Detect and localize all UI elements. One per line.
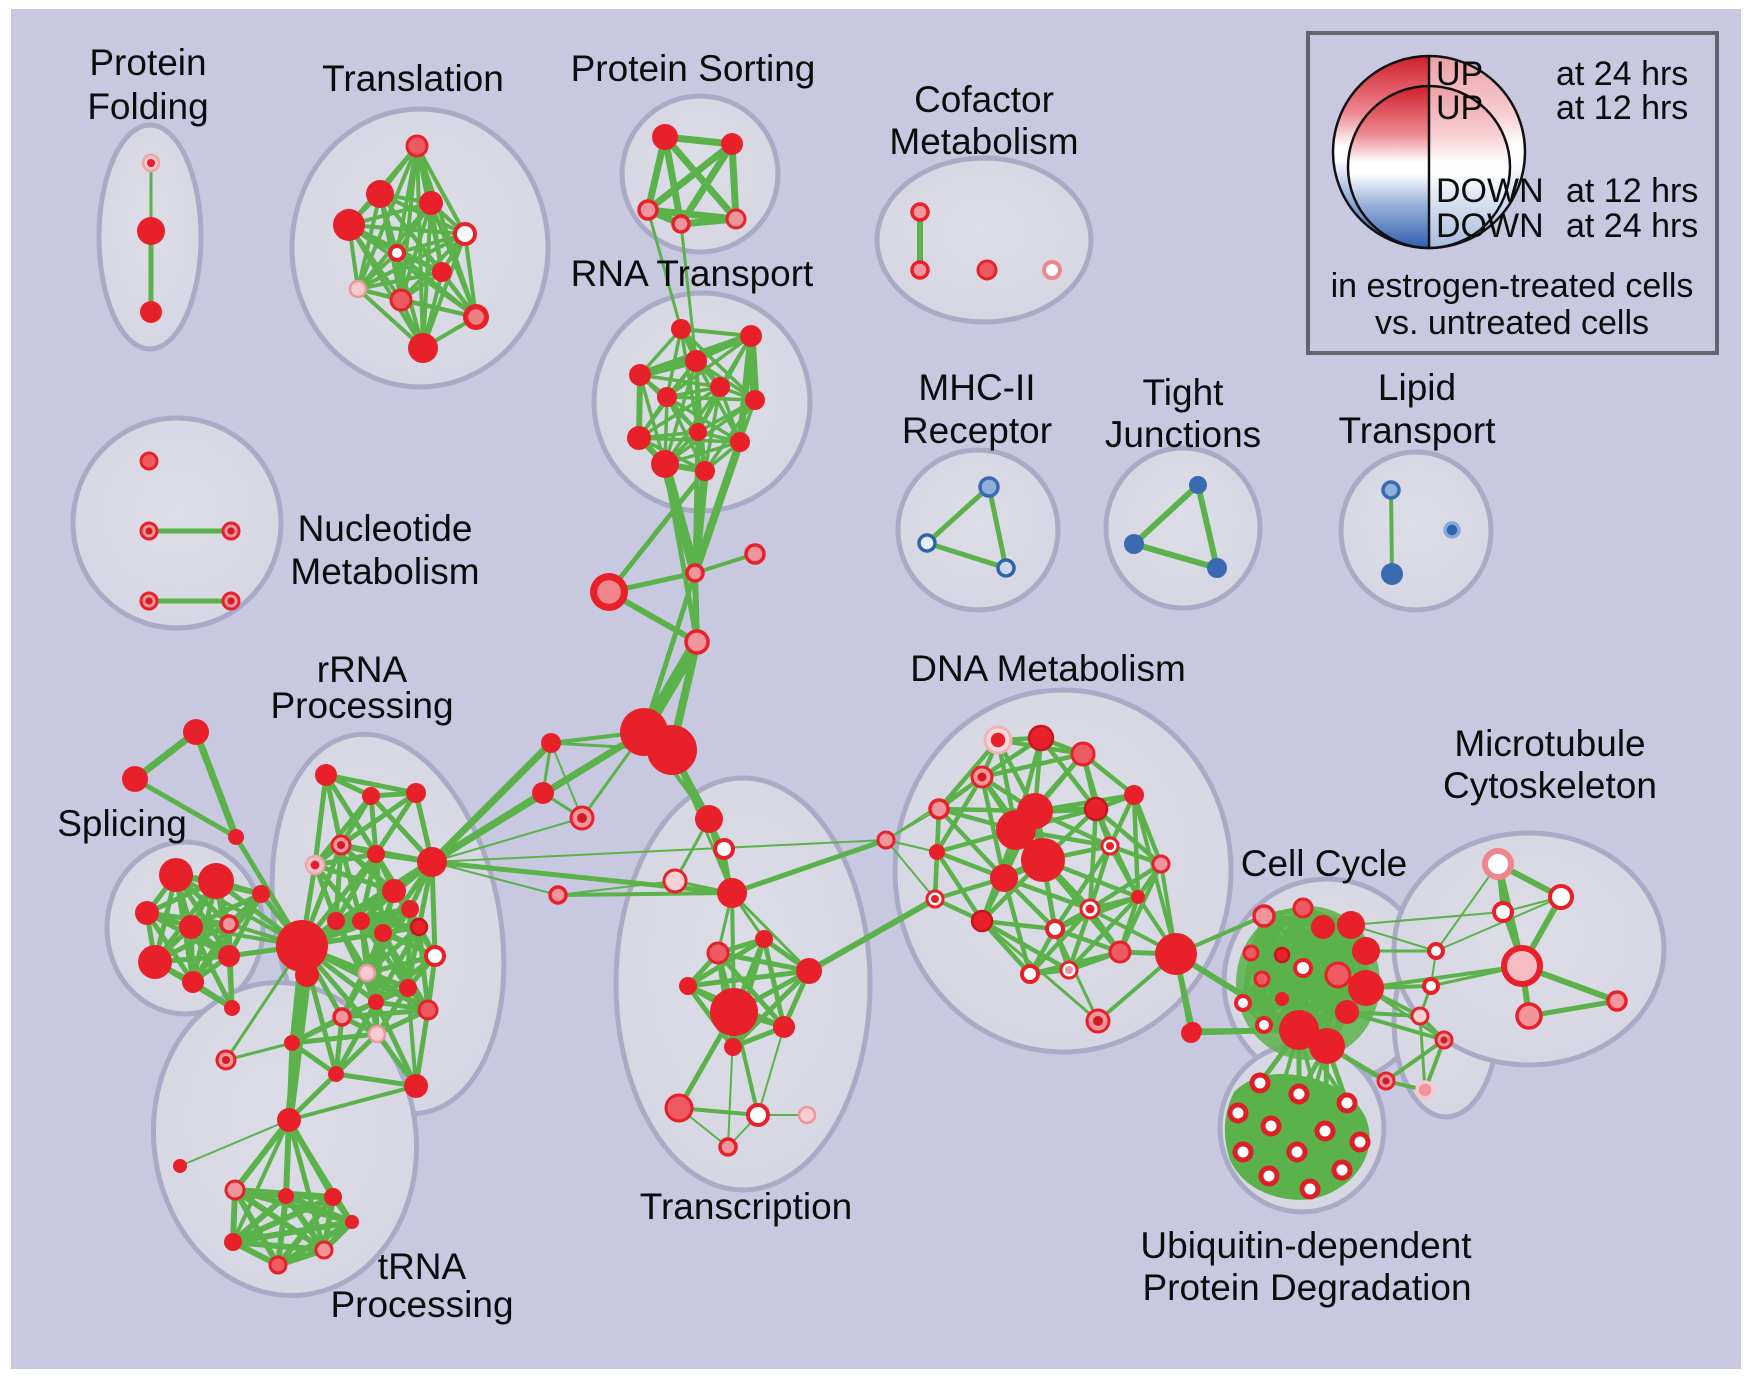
svg-text:DOWN: DOWN (1436, 172, 1544, 210)
svg-text:at 24 hrs: at 24 hrs (1556, 55, 1688, 93)
svg-text:Tight: Tight (1143, 372, 1225, 413)
svg-text:Nucleotide: Nucleotide (298, 508, 473, 549)
svg-text:Processing: Processing (270, 685, 453, 726)
svg-text:rRNA: rRNA (317, 649, 408, 690)
svg-text:Metabolism: Metabolism (290, 551, 479, 592)
svg-text:Transport: Transport (1339, 410, 1497, 451)
svg-text:Splicing: Splicing (57, 803, 187, 844)
svg-text:DNA Metabolism: DNA Metabolism (910, 648, 1186, 689)
svg-text:at 12 hrs: at 12 hrs (1556, 89, 1688, 127)
svg-text:Transcription: Transcription (640, 1186, 852, 1227)
svg-text:Folding: Folding (87, 86, 208, 127)
svg-text:RNA Transport: RNA Transport (571, 253, 814, 294)
svg-text:at 12 hrs: at 12 hrs (1566, 172, 1698, 210)
svg-text:at 24 hrs: at 24 hrs (1566, 207, 1698, 245)
svg-text:Ubiquitin-dependent: Ubiquitin-dependent (1140, 1225, 1472, 1266)
svg-text:tRNA: tRNA (378, 1246, 467, 1287)
svg-text:vs. untreated cells: vs. untreated cells (1375, 304, 1649, 342)
svg-text:Lipid: Lipid (1378, 367, 1456, 408)
svg-text:Cell Cycle: Cell Cycle (1241, 843, 1408, 884)
svg-text:Microtubule: Microtubule (1454, 723, 1645, 764)
svg-text:in estrogen-treated cells: in estrogen-treated cells (1331, 267, 1694, 305)
svg-text:Processing: Processing (330, 1284, 513, 1325)
svg-text:Translation: Translation (322, 58, 504, 99)
svg-text:Cytoskeleton: Cytoskeleton (1443, 765, 1657, 806)
svg-text:Receptor: Receptor (902, 410, 1052, 451)
svg-text:Junctions: Junctions (1105, 414, 1261, 455)
svg-text:UP: UP (1436, 55, 1483, 93)
svg-text:Cofactor: Cofactor (914, 79, 1054, 120)
svg-text:DOWN: DOWN (1436, 207, 1544, 245)
svg-text:Metabolism: Metabolism (889, 121, 1078, 162)
svg-text:UP: UP (1436, 89, 1483, 127)
svg-text:MHC-II: MHC-II (918, 367, 1035, 408)
svg-text:Protein Sorting: Protein Sorting (571, 48, 816, 89)
svg-text:Protein Degradation: Protein Degradation (1142, 1267, 1471, 1308)
svg-text:Protein: Protein (89, 42, 206, 83)
